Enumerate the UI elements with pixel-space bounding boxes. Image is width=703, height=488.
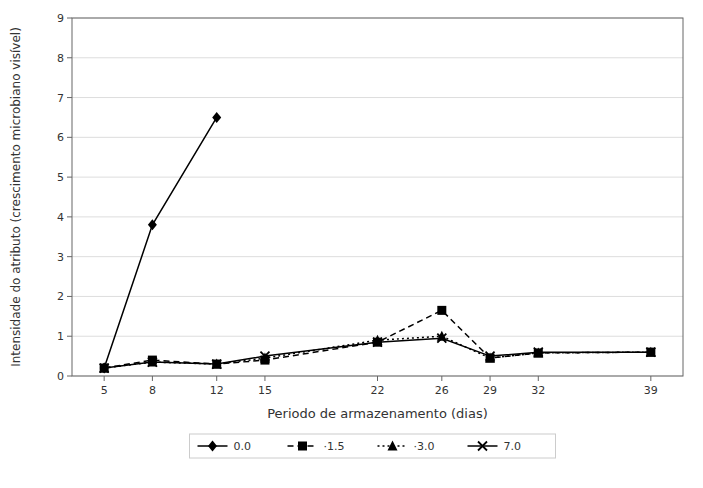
point (148, 358, 157, 367)
x-tick (441, 376, 442, 381)
y-tick (67, 256, 72, 257)
plot-background (72, 18, 683, 376)
y-tick (67, 57, 72, 58)
y-tick-label: 3 (57, 251, 64, 264)
point (373, 338, 382, 347)
point (148, 219, 157, 230)
point (437, 334, 446, 343)
y-tick-label: 9 (57, 12, 64, 25)
point (212, 112, 221, 123)
x-tick (104, 376, 105, 381)
series-line (104, 310, 651, 368)
y-tick-label: 5 (57, 171, 64, 184)
grid-line (72, 177, 683, 178)
point (100, 364, 109, 373)
y-tick-label: 1 (57, 330, 64, 343)
legend-box (190, 434, 556, 458)
series (100, 334, 656, 373)
x-tick-label: 15 (258, 384, 272, 397)
chart-container: 01234567895812152226293239Periodo de arm… (0, 0, 703, 488)
y-axis-label: Intensidade do atributo (crescimento mic… (9, 27, 23, 367)
y-tick-label: 0 (57, 370, 64, 383)
y-tick (67, 296, 72, 297)
grid-line (72, 216, 683, 217)
x-tick (152, 376, 153, 381)
y-tick (67, 18, 72, 19)
x-tick-label: 12 (210, 384, 224, 397)
point (534, 348, 543, 357)
point (437, 306, 446, 315)
y-axis: 0 1 2 3 4 5 6 7 8 9 (57, 12, 683, 383)
series-line (104, 338, 651, 368)
y-tick (67, 137, 72, 138)
y-tick (67, 336, 72, 337)
grid-line (72, 296, 683, 297)
grid-line (72, 57, 683, 58)
plot-data (99, 112, 656, 374)
series (100, 112, 222, 374)
series (100, 306, 656, 373)
x-tick (650, 376, 651, 381)
legend-marker (388, 441, 398, 451)
grid-line (72, 97, 683, 98)
y-tick-label: 6 (57, 131, 64, 144)
x-tick-label: 22 (371, 384, 385, 397)
x-tick-label: 26 (435, 384, 449, 397)
chart-svg: 01234567895812152226293239Periodo de arm… (0, 0, 703, 488)
point (486, 352, 495, 361)
x-tick (216, 376, 217, 381)
point (646, 348, 655, 357)
point (212, 360, 221, 369)
legend-label: 7.0 (504, 440, 522, 453)
y-tick-label: 2 (57, 290, 64, 303)
legend-label: 0.0 (234, 440, 252, 453)
series-line (104, 117, 217, 368)
y-tick (67, 177, 72, 178)
grid-line (72, 137, 683, 138)
plot-frame (72, 18, 683, 376)
legend-label: ·3.0 (414, 440, 435, 453)
x-axis-label: Periodo de armazenamento (dias) (267, 406, 488, 421)
point (260, 353, 270, 363)
x-axis: 5 8 12 15 22 26 29 32 39 (101, 376, 658, 397)
grid-line (72, 256, 683, 257)
legend-marker (208, 441, 217, 452)
y-tick-label: 8 (57, 52, 64, 65)
y-tick-label: 4 (57, 211, 64, 224)
y-tick (67, 216, 72, 217)
x-tick-label: 8 (149, 384, 156, 397)
legend-label: ·1.5 (324, 440, 345, 453)
series (99, 331, 656, 373)
x-tick (377, 376, 378, 381)
legend-marker (298, 442, 307, 451)
x-tick (264, 376, 265, 381)
x-tick-label: 29 (483, 384, 497, 397)
x-tick-label: 39 (644, 384, 658, 397)
x-tick-label: 5 (101, 384, 108, 397)
y-tick-label: 7 (57, 92, 64, 105)
x-tick (538, 376, 539, 381)
y-tick (67, 376, 72, 377)
point (260, 352, 269, 361)
x-tick (490, 376, 491, 381)
y-tick (67, 97, 72, 98)
series-line (104, 336, 651, 368)
legend-marker (478, 442, 487, 451)
x-tick-label: 32 (531, 384, 545, 397)
legend: 0.0 ·1.5 ·3.0 7.0 (190, 434, 556, 458)
